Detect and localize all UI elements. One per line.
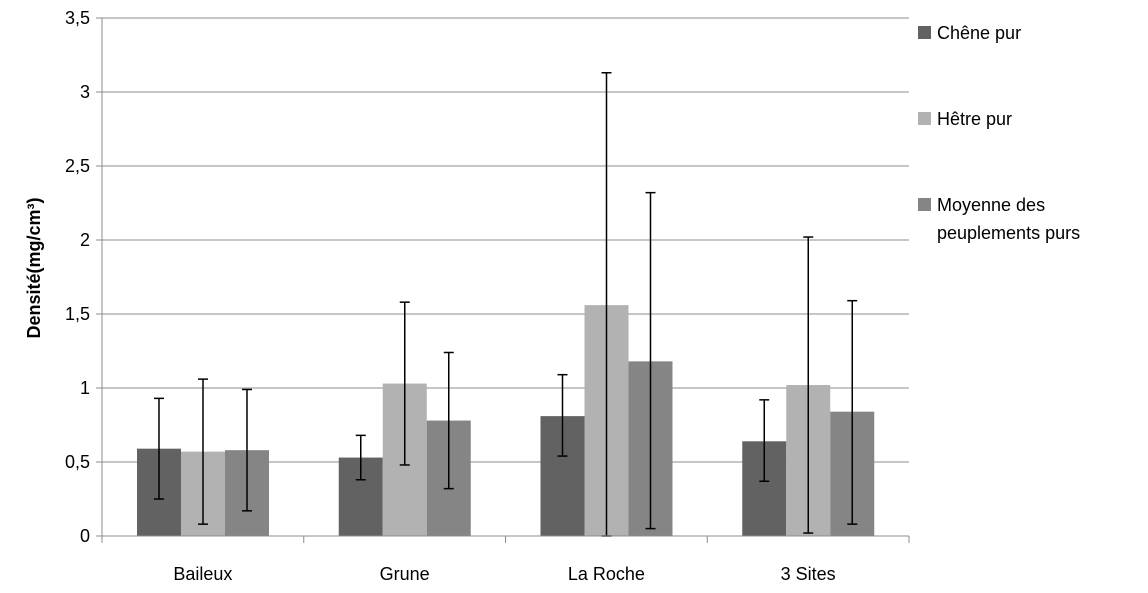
y-axis-title: Densité(mg/cm³) — [24, 197, 44, 338]
y-tick-label: 0,5 — [65, 452, 90, 472]
x-tick-label: Grune — [380, 564, 430, 584]
legend-swatch — [918, 112, 931, 125]
x-tick-label: 3 Sites — [781, 564, 836, 584]
y-tick-label: 1 — [80, 378, 90, 398]
legend-label: Hêtre pur — [937, 109, 1012, 129]
legend-swatch — [918, 26, 931, 39]
y-tick-label: 2 — [80, 230, 90, 250]
legend-label: Chêne pur — [937, 23, 1021, 43]
x-tick-label: La Roche — [568, 564, 645, 584]
legend-label: Moyenne des — [937, 195, 1045, 215]
x-tick-labels: Baileux Grune La Roche 3 Sites — [173, 564, 835, 584]
y-tick-label: 2,5 — [65, 156, 90, 176]
legend: Chêne pur Hêtre pur Moyenne des peuplements… — [918, 23, 1080, 243]
y-tick-label: 0 — [80, 526, 90, 546]
x-tick-label: Baileux — [173, 564, 232, 584]
error-bars — [154, 72, 858, 537]
legend-label: peuplements purs — [937, 223, 1080, 243]
y-tick-label: 3,5 — [65, 8, 90, 28]
y-tick-labels: 0 0,5 1 1,5 2 2,5 3 3,5 — [65, 8, 90, 546]
axes — [101, 18, 910, 543]
legend-swatch — [918, 198, 931, 211]
y-tick-label: 3 — [80, 82, 90, 102]
y-tick-label: 1,5 — [65, 304, 90, 324]
